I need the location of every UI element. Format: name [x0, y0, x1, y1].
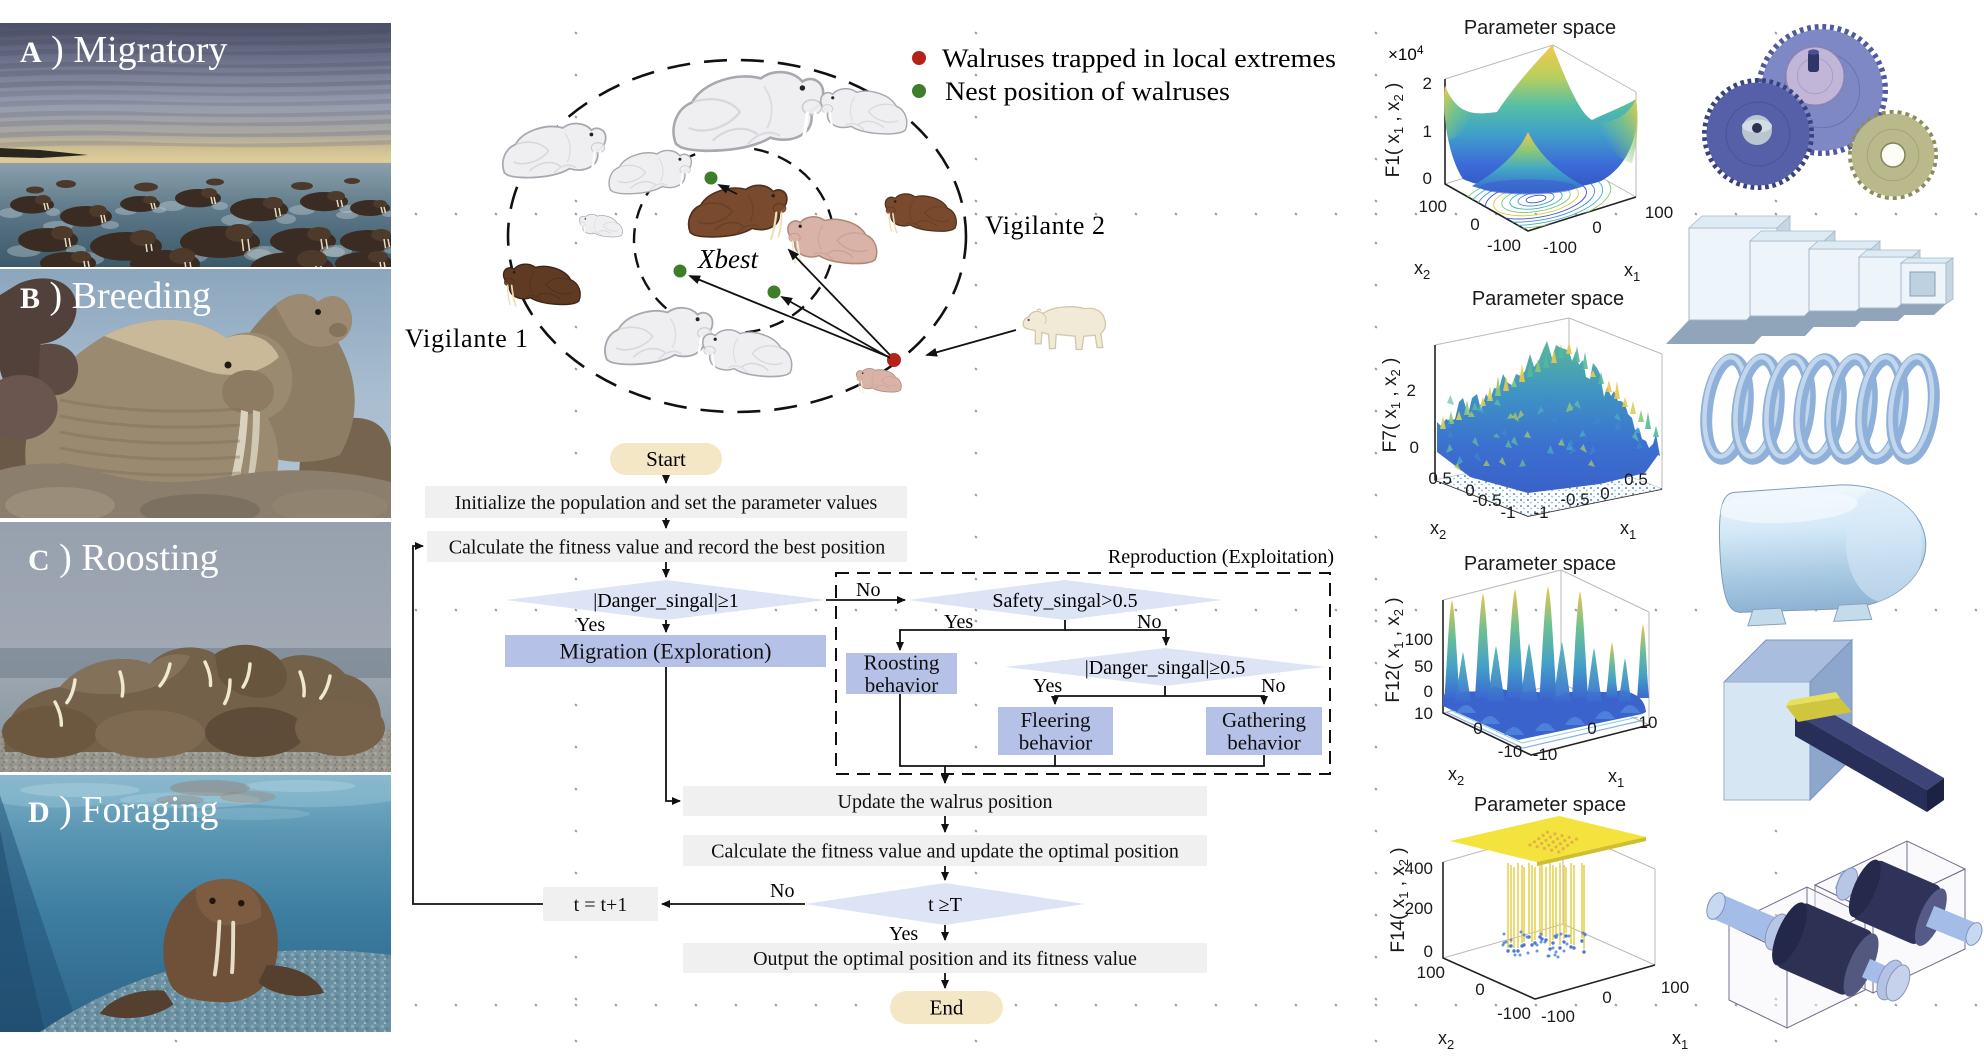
- svg-text:10: 10: [1414, 704, 1433, 723]
- svg-text:0: 0: [1424, 942, 1433, 961]
- svg-text:-1: -1: [1533, 503, 1548, 522]
- svg-text:Parameter space: Parameter space: [1464, 17, 1616, 39]
- svg-text:0: 0: [1592, 218, 1601, 237]
- svg-text:Xbest: Xbest: [697, 244, 759, 274]
- svg-text:100: 100: [1645, 203, 1673, 222]
- svg-text:-0.5: -0.5: [1472, 491, 1501, 510]
- svg-text:0: 0: [1423, 169, 1432, 188]
- svg-text:Update the walrus position: Update the walrus position: [838, 791, 1053, 813]
- svg-text:10: 10: [1639, 713, 1658, 732]
- svg-text:-100: -100: [1543, 238, 1577, 257]
- svg-text:Nest position of walruses: Nest position of walruses: [945, 77, 1230, 106]
- svg-text:F12( x1 , x2 ): F12( x1 , x2 ): [1383, 597, 1406, 702]
- svg-text:Roosting: Roosting: [864, 650, 940, 674]
- svg-text:100: 100: [1405, 630, 1433, 649]
- svg-text:Parameter space: Parameter space: [1472, 288, 1624, 310]
- svg-text:0.5: 0.5: [1428, 469, 1452, 488]
- svg-text:F1( x1 , x2 ): F1( x1 , x2 ): [1383, 83, 1406, 178]
- svg-text:-100: -100: [1497, 1004, 1531, 1023]
- svg-text:Yes: Yes: [576, 614, 605, 636]
- svg-text:F7( x1 , x2 ): F7( x1 , x2 ): [1380, 358, 1403, 453]
- svg-text:End: End: [930, 995, 964, 1019]
- svg-text:0: 0: [1587, 719, 1596, 738]
- svg-text:A ) Migratory: A ) Migratory: [20, 29, 227, 71]
- svg-text:100: 100: [1661, 978, 1689, 997]
- svg-text:Gathering: Gathering: [1222, 708, 1306, 732]
- svg-text:No: No: [856, 579, 880, 601]
- svg-text:0: 0: [1470, 215, 1479, 234]
- svg-text:200: 200: [1405, 899, 1433, 918]
- svg-text:0: 0: [1602, 988, 1611, 1007]
- svg-text:|Danger_singal|≥1: |Danger_singal|≥1: [593, 590, 739, 612]
- svg-text:Start: Start: [646, 447, 686, 471]
- svg-text:No: No: [1137, 611, 1161, 633]
- svg-text:behavior: behavior: [865, 673, 938, 697]
- svg-text:0: 0: [1465, 481, 1474, 500]
- svg-text:Parameter space: Parameter space: [1464, 553, 1616, 575]
- svg-text:-100: -100: [1541, 1007, 1575, 1026]
- svg-text:-10: -10: [1498, 742, 1523, 761]
- svg-text:0: 0: [1410, 438, 1419, 457]
- svg-text:Output the optimal position an: Output the optimal position and its fitn…: [753, 948, 1137, 970]
- svg-text:|Danger_singal|≥0.5: |Danger_singal|≥0.5: [1085, 657, 1246, 679]
- svg-text:0: 0: [1475, 980, 1484, 999]
- svg-text:2: 2: [1423, 74, 1432, 93]
- svg-text:behavior: behavior: [1019, 730, 1092, 754]
- svg-text:Parameter space: Parameter space: [1474, 794, 1626, 816]
- svg-text:F14( x1 , x2 ): F14( x1 , x2 ): [1388, 847, 1411, 952]
- svg-text:Fleering: Fleering: [1021, 708, 1091, 732]
- svg-text:1: 1: [1423, 122, 1432, 141]
- svg-text:Initialize the population and: Initialize the population and set the pa…: [455, 492, 878, 514]
- svg-text:Vigilante 1: Vigilante 1: [405, 324, 528, 353]
- svg-text:0.5: 0.5: [1624, 470, 1648, 489]
- svg-text:50: 50: [1414, 657, 1433, 676]
- svg-text:0: 0: [1473, 719, 1482, 738]
- svg-text:×104: ×104: [1388, 43, 1424, 64]
- svg-text:-10: -10: [1533, 745, 1558, 764]
- svg-text:Calculate the fitness value an: Calculate the fitness value and update t…: [711, 840, 1179, 862]
- svg-text:D ) Foraging: D ) Foraging: [28, 789, 219, 831]
- svg-text:Reproduction (Exploitation): Reproduction (Exploitation): [1108, 546, 1334, 568]
- svg-text:-100: -100: [1487, 236, 1521, 255]
- svg-text:100: 100: [1417, 963, 1445, 982]
- svg-text:behavior: behavior: [1227, 730, 1300, 754]
- svg-text:No: No: [770, 880, 794, 902]
- svg-text:Migration (Exploration): Migration (Exploration): [559, 638, 771, 663]
- svg-text:No: No: [1261, 675, 1285, 697]
- svg-text:0: 0: [1600, 484, 1609, 503]
- svg-text:Safety_singal>0.5: Safety_singal>0.5: [992, 590, 1137, 612]
- svg-text:Vigilante 2: Vigilante 2: [985, 211, 1105, 240]
- svg-text:2: 2: [1407, 381, 1416, 400]
- svg-text:C ) Roosting: C ) Roosting: [28, 537, 219, 579]
- svg-text:0: 0: [1424, 682, 1433, 701]
- svg-text:100: 100: [1419, 197, 1447, 216]
- svg-text:B ) Breeding: B ) Breeding: [20, 275, 211, 317]
- svg-text:Yes: Yes: [889, 923, 918, 945]
- svg-text:400: 400: [1405, 859, 1433, 878]
- svg-text:Yes: Yes: [944, 611, 973, 633]
- svg-text:-1: -1: [1500, 503, 1515, 522]
- svg-text:Walruses trapped in local extr: Walruses trapped in local extremes: [942, 44, 1336, 73]
- svg-text:t ≥T: t ≥T: [928, 894, 962, 916]
- svg-text:-0.5: -0.5: [1560, 490, 1589, 509]
- svg-text:Yes: Yes: [1033, 675, 1062, 697]
- svg-text:Calculate the fitness value an: Calculate the fitness value and record t…: [449, 536, 886, 558]
- svg-text:t = t+1: t = t+1: [574, 894, 628, 916]
